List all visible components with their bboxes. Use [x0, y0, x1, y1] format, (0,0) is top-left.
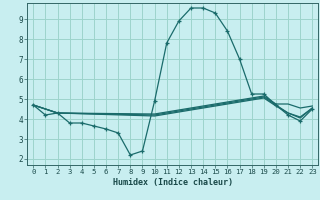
X-axis label: Humidex (Indice chaleur): Humidex (Indice chaleur): [113, 178, 233, 187]
